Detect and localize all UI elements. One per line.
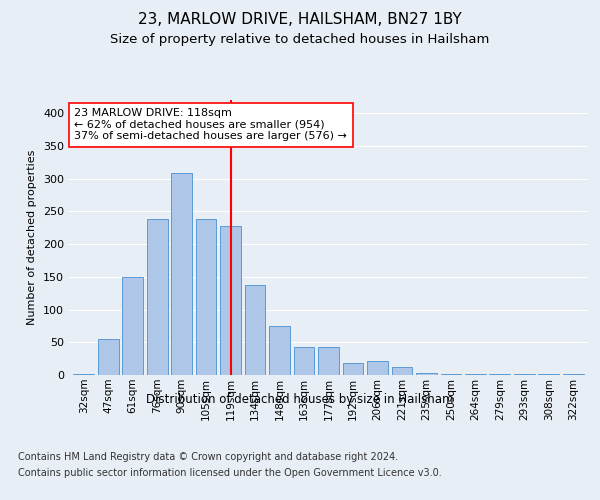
Text: 23 MARLOW DRIVE: 118sqm
← 62% of detached houses are smaller (954)
37% of semi-d: 23 MARLOW DRIVE: 118sqm ← 62% of detache…	[74, 108, 347, 142]
Bar	[171, 174, 192, 375]
Bar	[293, 347, 314, 375]
Bar	[416, 373, 437, 375]
Bar	[122, 277, 143, 375]
Bar	[245, 284, 265, 375]
Bar	[490, 374, 510, 375]
Bar	[220, 226, 241, 375]
Bar	[367, 360, 388, 375]
Text: Distribution of detached houses by size in Hailsham: Distribution of detached houses by size …	[146, 392, 454, 406]
Bar	[343, 363, 364, 375]
Bar	[318, 347, 339, 375]
Y-axis label: Number of detached properties: Number of detached properties	[28, 150, 37, 325]
Bar	[269, 326, 290, 375]
Text: 23, MARLOW DRIVE, HAILSHAM, BN27 1BY: 23, MARLOW DRIVE, HAILSHAM, BN27 1BY	[138, 12, 462, 28]
Bar	[465, 374, 486, 375]
Bar	[440, 374, 461, 375]
Text: Size of property relative to detached houses in Hailsham: Size of property relative to detached ho…	[110, 32, 490, 46]
Bar	[98, 339, 119, 375]
Text: Contains HM Land Registry data © Crown copyright and database right 2024.: Contains HM Land Registry data © Crown c…	[18, 452, 398, 462]
Bar	[563, 374, 584, 375]
Bar	[538, 374, 559, 375]
Bar	[147, 219, 167, 375]
Text: Contains public sector information licensed under the Open Government Licence v3: Contains public sector information licen…	[18, 468, 442, 477]
Bar	[392, 367, 412, 375]
Bar	[196, 219, 217, 375]
Bar	[73, 374, 94, 375]
Bar	[514, 374, 535, 375]
